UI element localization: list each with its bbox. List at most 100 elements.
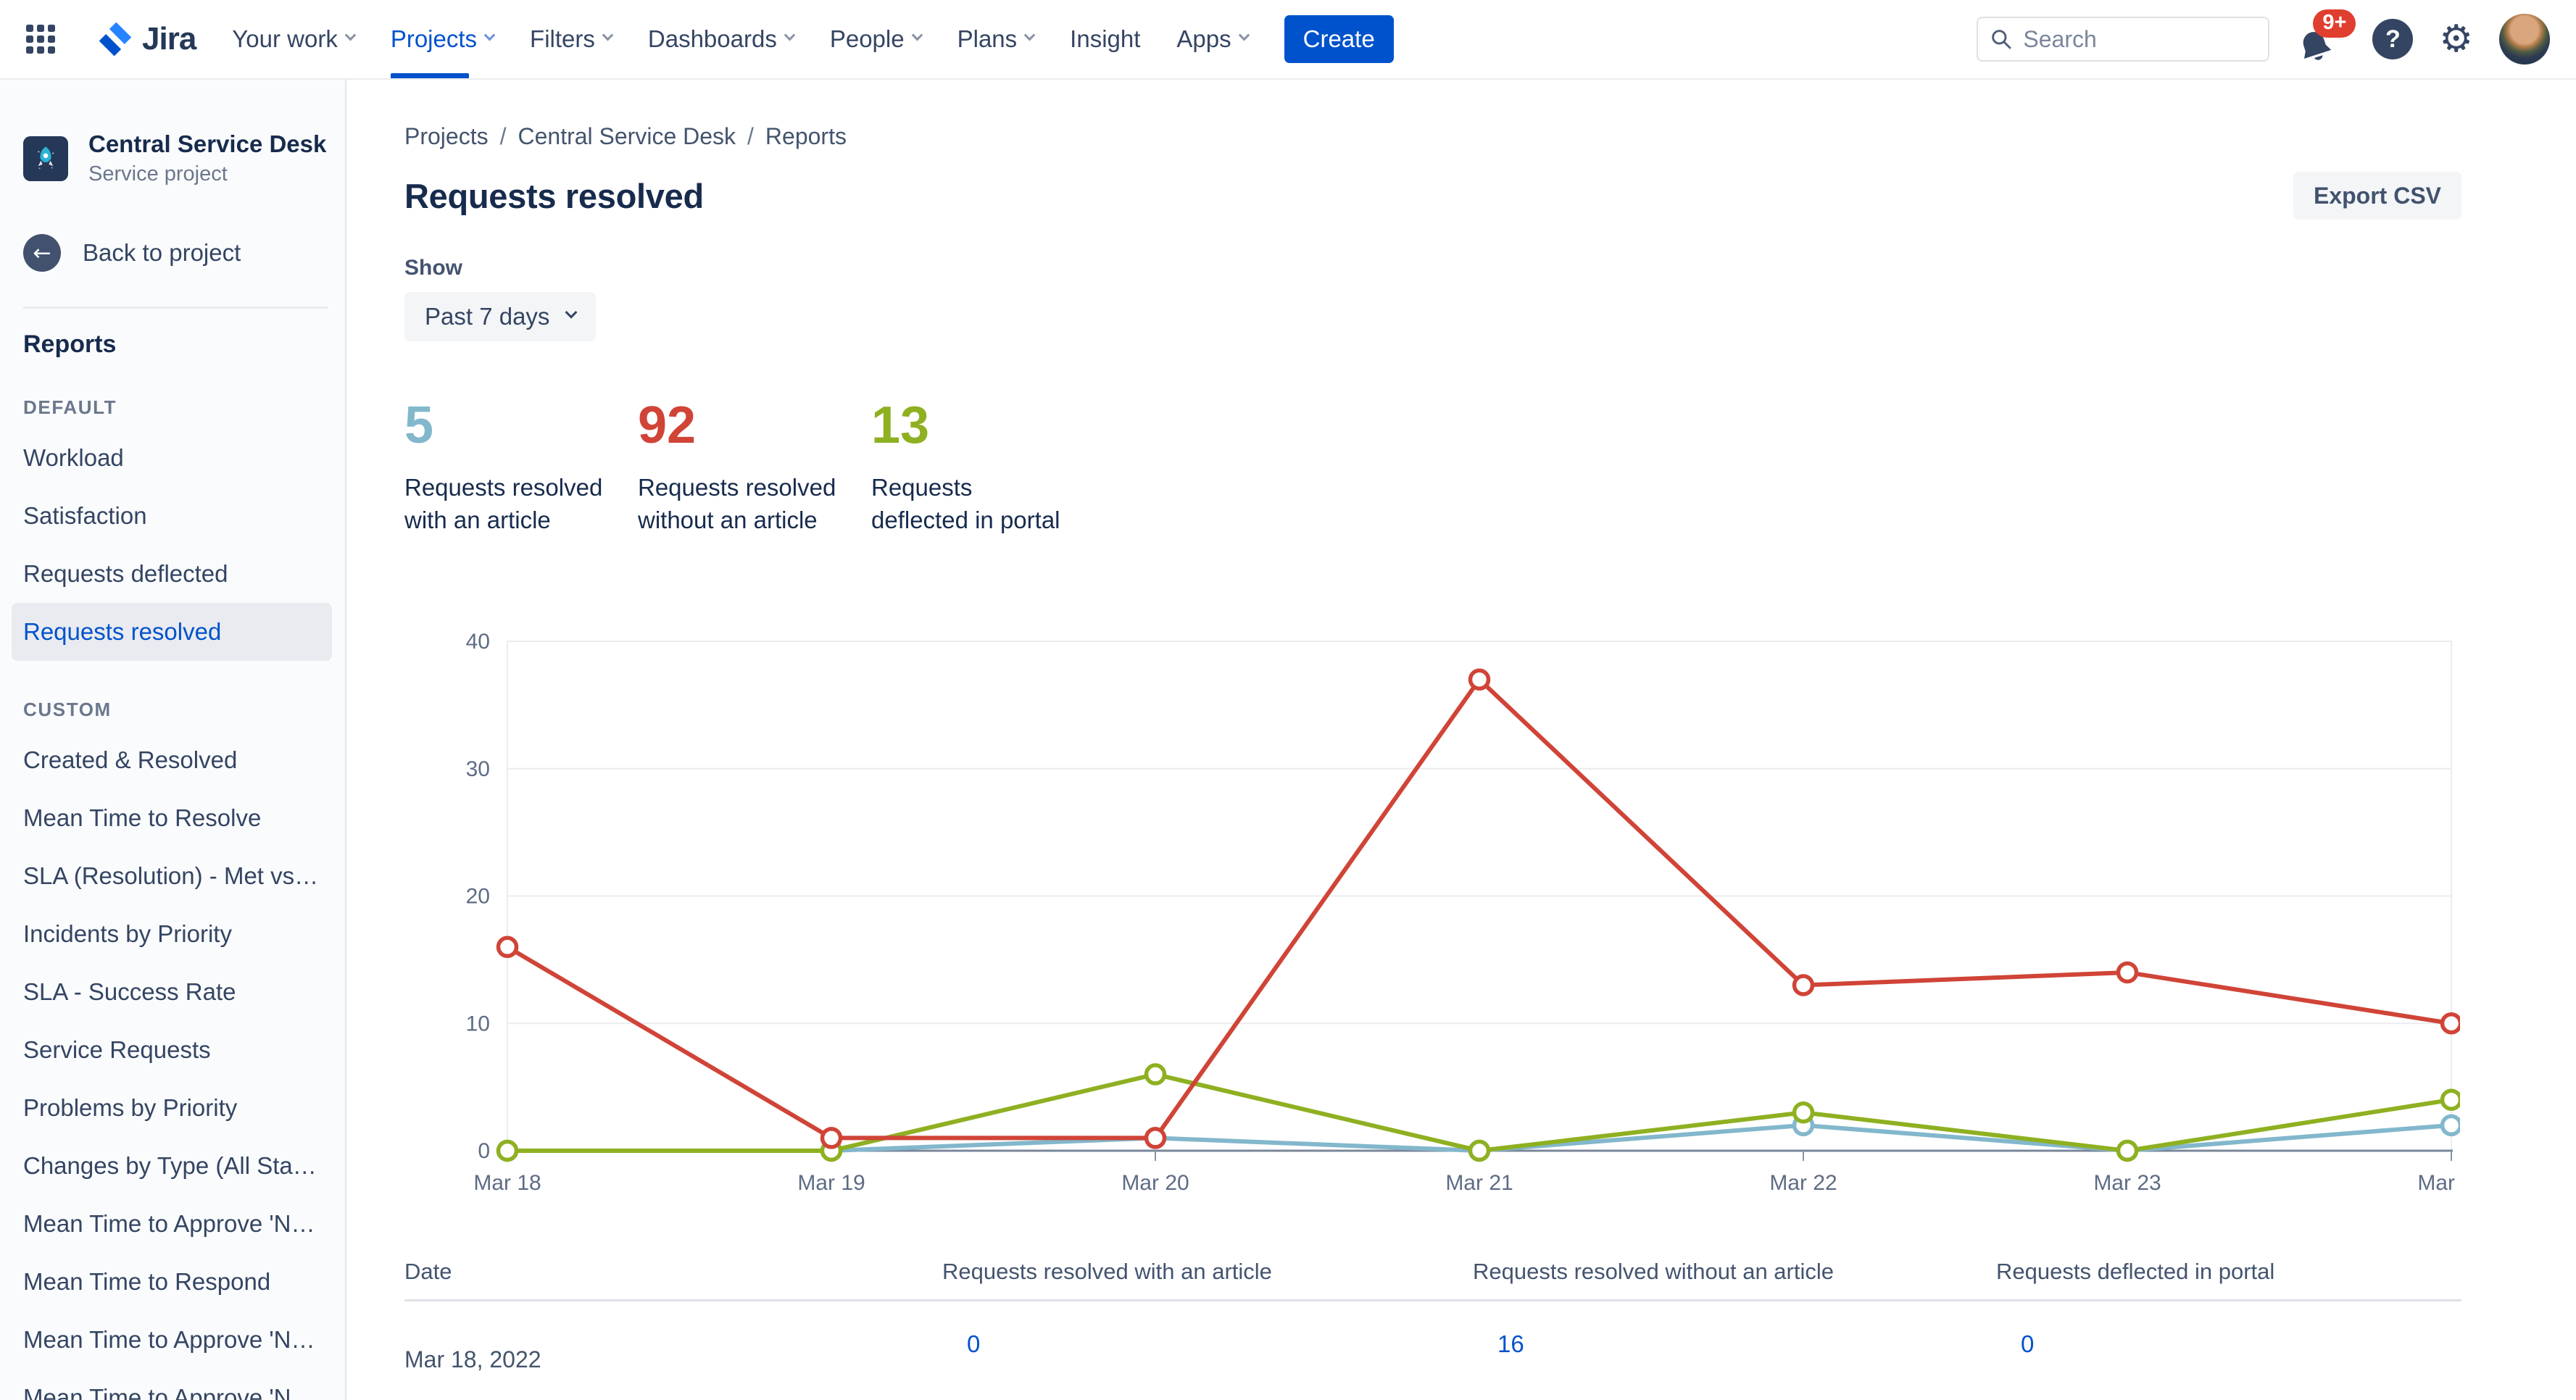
sidebar-item-created-resolved[interactable]: Created & Resolved (23, 746, 238, 773)
sidebar-item-requests-deflected[interactable]: Requests deflected (23, 560, 228, 587)
stat-resolved-with-article: 5 Requests resolved with an article (404, 396, 603, 533)
requests-chart: 0 10 20 30 40 Mar 18 Mar 19 Mar 20 Mar 21 Mar 22 M… (466, 630, 2485, 1195)
sidebar-item-workload[interactable]: Workload (23, 444, 124, 471)
sidebar-item-mean-time-respond[interactable]: Mean Time to Respond (23, 1268, 271, 1295)
app-switcher-icon[interactable] (22, 20, 59, 58)
svg-text:10: 10 (466, 1012, 490, 1036)
cell-link[interactable]: 0 (967, 1330, 981, 1357)
nav-left: Jira Your work Projects Filters Dashboar… (22, 0, 1977, 78)
period-dropdown[interactable]: Past 7 days (404, 292, 597, 341)
chevron-down-icon (565, 306, 578, 319)
sidebar-item-mean-time-approve-3[interactable]: Mean Time to Approve 'Norm... (23, 1384, 322, 1400)
sidebar-item-service-requests[interactable]: Service Requests (23, 1036, 211, 1063)
nav-item-projects[interactable]: Projects (390, 0, 496, 78)
section-title-default: DEFAULT (23, 396, 117, 418)
svg-text:Mar 20: Mar 20 (1121, 1171, 1189, 1195)
stat-deflected-in-portal: 13 Requests deflected in portal (871, 396, 1060, 533)
settings-gear-icon[interactable]: ⚙ (2439, 17, 2473, 61)
chevron-down-icon (602, 29, 614, 41)
sidebar: Central Service Desk Service project ← B… (0, 80, 346, 1400)
bell-icon (2303, 32, 2332, 60)
svg-text:Mar 18: Mar 18 (473, 1171, 541, 1195)
table-row: Mar 18, 2022 0 16 0 (404, 1301, 2461, 1373)
sidebar-divider (23, 307, 328, 309)
sidebar-item-mean-time-approve-1[interactable]: Mean Time to Approve 'Norm... (23, 1210, 322, 1237)
chevron-down-icon (1023, 29, 1036, 41)
nav-item-dashboards[interactable]: Dashboards (648, 0, 796, 78)
jira-logo-text: Jira (142, 21, 196, 57)
col-header-without-article: Requests resolved without an article (1473, 1258, 1834, 1284)
col-header-with-article: Requests resolved with an article (942, 1258, 1272, 1284)
sidebar-item-requests-resolved[interactable]: Requests resolved (12, 603, 332, 661)
nav-item-people[interactable]: People (830, 0, 923, 78)
section-title-custom: CUSTOM (23, 699, 112, 720)
notification-badge: 9+ (2313, 9, 2356, 38)
project-type: Service project (88, 162, 228, 186)
svg-text:20: 20 (466, 884, 490, 908)
sidebar-item-mean-time-approve-2[interactable]: Mean Time to Approve 'Norm... (23, 1326, 322, 1353)
reports-heading: Reports (23, 330, 117, 358)
project-rocket-icon (23, 136, 68, 181)
chevron-down-icon (1238, 29, 1250, 41)
sidebar-item-problems-by-priority[interactable]: Problems by Priority (23, 1094, 238, 1121)
search-box (1977, 17, 2270, 62)
sidebar-item-sla-resolution[interactable]: SLA (Resolution) - Met vs Bre... (23, 862, 322, 889)
cell-link[interactable]: 16 (1497, 1330, 1524, 1357)
breadcrumb-reports[interactable]: Reports (765, 123, 847, 149)
sidebar-item-mean-time-to-resolve[interactable]: Mean Time to Resolve (23, 804, 262, 831)
report-table: Date Requests resolved with an article R… (404, 1259, 2461, 1400)
project-card: Central Service Desk Service project (23, 130, 332, 186)
svg-text:40: 40 (466, 630, 490, 654)
page-title: Requests resolved (404, 176, 704, 215)
project-name: Central Service Desk (88, 130, 327, 157)
nav-item-insight[interactable]: Insight (1070, 25, 1141, 52)
sidebar-item-satisfaction[interactable]: Satisfaction (23, 502, 147, 529)
nav-item-filters[interactable]: Filters (530, 0, 614, 78)
col-header-deflected: Requests deflected in portal (1996, 1258, 2275, 1284)
chevron-down-icon (911, 29, 923, 41)
col-header-date: Date (404, 1258, 452, 1284)
search-icon (1992, 30, 2011, 49)
stat-resolved-without-article: 92 Requests resolved without an article (638, 396, 836, 533)
nav-item-your-work[interactable]: Your work (232, 0, 357, 78)
chevron-down-icon (483, 29, 496, 41)
top-nav: Jira Your work Projects Filters Dashboar… (0, 0, 2576, 80)
svg-text:Mar 19: Mar 19 (797, 1171, 865, 1195)
sidebar-item-incidents-by-priority[interactable]: Incidents by Priority (23, 920, 232, 947)
jira-logo[interactable]: Jira (96, 20, 196, 59)
jira-logo-icon (99, 22, 132, 57)
table-row: Mar 19, 2022 0 1 0 (404, 1373, 2461, 1400)
svg-text:0: 0 (478, 1139, 490, 1163)
sidebar-item-changes-by-type[interactable]: Changes by Type (All Statuses) (23, 1152, 322, 1179)
svg-text:30: 30 (466, 757, 490, 781)
back-to-project[interactable]: ← Back to project (23, 234, 332, 272)
export-csv-button[interactable]: Export CSV (2293, 172, 2461, 220)
breadcrumb-project[interactable]: Central Service Desk (518, 123, 736, 149)
help-button[interactable]: ? (2372, 19, 2414, 59)
breadcrumb-projects[interactable]: Projects (404, 123, 489, 149)
svg-text:Mar 24: Mar 24 (2417, 1171, 2460, 1195)
sidebar-item-sla-success-rate[interactable]: SLA - Success Rate (23, 978, 236, 1005)
nav-right: 9+ ? ⚙ (1977, 8, 2550, 70)
notifications-button[interactable]: 9+ (2295, 8, 2356, 70)
cell-link[interactable]: 0 (2021, 1330, 2035, 1357)
chevron-down-icon (784, 29, 796, 41)
main-content: Projects / Central Service Desk / Report… (346, 80, 2576, 1400)
show-label: Show (404, 256, 462, 280)
nav-item-apps[interactable]: Apps (1176, 0, 1250, 78)
svg-text:Mar 23: Mar 23 (2093, 1171, 2161, 1195)
svg-text:Mar 22: Mar 22 (1769, 1171, 1837, 1195)
nav-item-plans[interactable]: Plans (957, 0, 1036, 78)
svg-text:Mar 21: Mar 21 (1445, 1171, 1513, 1195)
user-avatar[interactable] (2499, 14, 2550, 64)
period-value: Past 7 days (425, 303, 550, 330)
active-tab-indicator (390, 73, 470, 78)
create-button[interactable]: Create (1284, 15, 1394, 63)
search-input[interactable] (1977, 17, 2270, 62)
back-arrow-icon: ← (23, 234, 61, 272)
stats-row: 5 Requests resolved with an article 92 R… (404, 399, 2461, 537)
chevron-down-icon (344, 29, 357, 41)
table-header-row: Date Requests resolved with an article R… (404, 1259, 2461, 1301)
breadcrumb: Projects / Central Service Desk / Report… (404, 123, 847, 149)
